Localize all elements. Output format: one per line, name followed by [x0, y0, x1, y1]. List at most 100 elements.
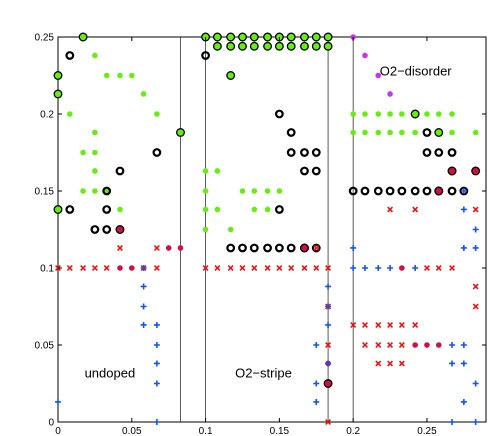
- point-green-filled-circle: [311, 41, 321, 51]
- point-red-cross: [214, 265, 221, 271]
- point-blue-plus: [387, 265, 394, 271]
- point-red-cross: [276, 265, 283, 271]
- point-blue-plus: [472, 380, 479, 387]
- point-green-filled-circle: [117, 72, 123, 79]
- point-red-cross: [301, 265, 308, 271]
- point-black-open-circle: [102, 225, 112, 234]
- point-green-filled-circle: [202, 226, 209, 233]
- point-blue-plus: [313, 380, 320, 387]
- point-green-filled-circle: [78, 32, 88, 42]
- point-black-open-circle: [447, 186, 457, 196]
- point-red-cross: [435, 265, 442, 271]
- point-red-cross: [472, 283, 479, 290]
- point-red-cross: [153, 245, 160, 251]
- point-magenta-filled-circle: [375, 72, 382, 79]
- point-green-filled-circle: [226, 41, 236, 51]
- point-green-filled-circle: [92, 52, 98, 59]
- point-black-open-circle: [385, 186, 395, 196]
- point-blue-plus: [472, 419, 479, 425]
- point-green-filled-circle: [226, 71, 236, 80]
- point-black-open-circle: [102, 186, 112, 196]
- y-tick-label: 0.1: [40, 264, 54, 275]
- point-blue-plus: [325, 360, 332, 367]
- point-green-filled-circle: [375, 129, 382, 136]
- point-darkred-filled-circle: [177, 245, 184, 251]
- point-green-filled-circle: [226, 32, 236, 42]
- point-green-filled-circle: [80, 188, 86, 194]
- point-darkred-filled-circle: [412, 342, 418, 348]
- point-green-filled-circle: [362, 129, 368, 136]
- point-darkred-filled-circle: [117, 265, 123, 271]
- point-red-cross: [202, 265, 209, 271]
- point-green-filled-circle: [103, 188, 110, 194]
- point-black-open-circle: [459, 186, 469, 196]
- point-blue-plus: [460, 360, 467, 367]
- point-green-filled-circle: [214, 168, 221, 174]
- point-green-filled-circle: [251, 188, 258, 194]
- point-red-cross: [472, 206, 479, 213]
- point-red-cross: [398, 342, 405, 348]
- point-black-open-circle: [286, 148, 296, 157]
- point-green-filled-circle: [387, 129, 393, 136]
- point-black-open-circle: [115, 166, 125, 176]
- point-green-filled-circle: [249, 41, 259, 51]
- axes: 0 0.05 0.1 0.15 0.2 0.25 0 0.05 0.1 0.15 0.2 0.25: [35, 33, 486, 436]
- point-green-filled-circle: [53, 205, 63, 214]
- point-red-cross: [239, 265, 246, 271]
- point-green-filled-circle: [212, 32, 222, 42]
- point-black-open-circle: [286, 243, 296, 253]
- point-green-filled-circle: [350, 129, 356, 136]
- point-green-filled-circle: [140, 91, 147, 97]
- point-green-filled-circle: [239, 188, 246, 194]
- point-black-open-circle: [373, 186, 383, 196]
- point-black-open-circle: [274, 205, 284, 214]
- x-tick-label: 0.15: [270, 426, 290, 436]
- point-green-filled-circle: [311, 32, 321, 42]
- point-black-open-circle: [434, 148, 444, 157]
- point-green-filled-circle: [212, 41, 222, 51]
- point-black-open-circle: [311, 166, 321, 176]
- point-red-cross: [398, 360, 405, 367]
- data-series: [53, 32, 481, 425]
- point-darkred-filled-circle: [471, 166, 481, 176]
- point-black-open-circle: [348, 186, 358, 196]
- point-green-filled-circle: [375, 111, 382, 117]
- region-label: O2−stripe: [235, 365, 292, 380]
- point-green-filled-circle: [214, 206, 221, 213]
- point-blue-plus: [153, 419, 160, 425]
- point-green-filled-circle: [238, 41, 247, 51]
- point-green-filled-circle: [176, 128, 185, 137]
- point-green-filled-circle: [251, 206, 258, 213]
- point-blue-plus: [460, 206, 467, 213]
- point-green-filled-circle: [350, 111, 356, 117]
- point-green-filled-circle: [67, 111, 73, 117]
- point-black-open-circle: [90, 225, 100, 234]
- point-black-open-circle: [410, 186, 420, 196]
- point-green-filled-circle: [53, 89, 63, 99]
- point-black-open-circle: [300, 148, 309, 157]
- point-darkred-filled-circle: [128, 265, 135, 271]
- point-red-cross: [387, 342, 394, 348]
- series-3-filled-circle: [115, 166, 481, 388]
- point-black-open-circle: [238, 243, 247, 253]
- point-darkred-filled-circle: [424, 342, 430, 348]
- point-black-open-circle: [447, 148, 457, 157]
- point-black-open-circle: [286, 128, 296, 137]
- point-green-filled-circle: [362, 111, 368, 117]
- y-tick-label: 0.15: [35, 187, 55, 198]
- point-red-cross: [412, 322, 419, 328]
- point-green-filled-circle: [399, 129, 405, 136]
- y-tick-label: 0: [48, 418, 54, 429]
- point-green-filled-circle: [276, 188, 283, 194]
- point-green-filled-circle: [300, 32, 309, 42]
- point-green-filled-circle: [449, 111, 455, 117]
- point-green-filled-circle: [238, 32, 247, 42]
- point-red-cross: [103, 265, 110, 271]
- y-tick-label: 0.05: [35, 341, 55, 352]
- point-red-cross: [313, 265, 320, 271]
- point-red-cross: [449, 265, 456, 271]
- point-red-cross: [375, 360, 382, 367]
- region-divider-lines: [180, 37, 354, 422]
- point-green-filled-circle: [300, 41, 309, 51]
